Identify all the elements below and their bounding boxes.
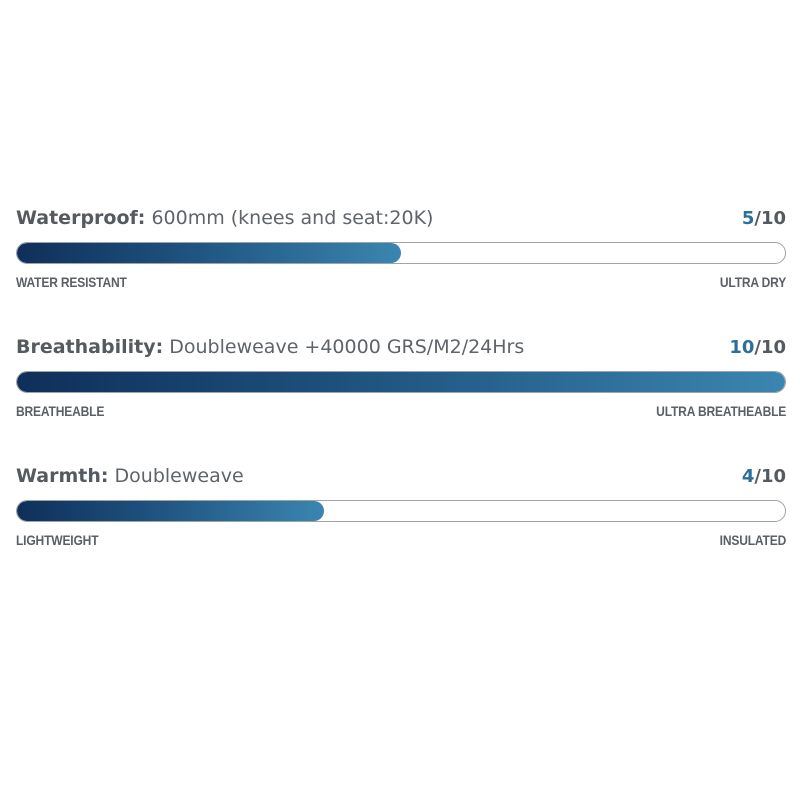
spec-description: Doubleweave +40000 GRS/M2/24Hrs — [169, 336, 525, 358]
rating-bar-fill — [17, 501, 325, 521]
spec-score: 4/10 — [742, 463, 786, 491]
scale-max-label: ULTRA DRY — [719, 274, 787, 290]
spec-header: Breathability: Doubleweave +40000 GRS/M2… — [16, 333, 786, 361]
score-max: /10 — [754, 208, 786, 229]
rating-bar-fill — [17, 243, 401, 263]
spec-title: Breathability: Doubleweave +40000 GRS/M2… — [16, 333, 524, 361]
spec-warmth: Warmth: Doubleweave 4/10 LIGHTWEIGHT INS… — [16, 462, 786, 548]
scale-min-label: LIGHTWEIGHT — [16, 532, 99, 548]
spec-label: Breathability: — [16, 336, 164, 358]
rating-bar-track — [16, 242, 786, 264]
rating-scale: WATER RESISTANT ULTRA DRY — [16, 274, 786, 290]
spec-breathability: Breathability: Doubleweave +40000 GRS/M2… — [16, 333, 786, 419]
spec-description: 600mm (knees and seat:20K) — [151, 207, 434, 229]
scale-min-label: WATER RESISTANT — [16, 274, 127, 290]
spec-label: Warmth: — [16, 465, 109, 487]
score-value: 10 — [729, 337, 755, 358]
scale-min-label: BREATHEABLE — [16, 403, 105, 419]
spec-ratings: Waterproof: 600mm (knees and seat:20K) 5… — [16, 204, 786, 591]
spec-header: Warmth: Doubleweave 4/10 — [16, 462, 786, 490]
spec-title: Warmth: Doubleweave — [16, 462, 244, 490]
spec-header: Waterproof: 600mm (knees and seat:20K) 5… — [16, 204, 786, 232]
rating-scale: LIGHTWEIGHT INSULATED — [16, 532, 786, 548]
score-value: 5 — [741, 208, 755, 229]
rating-bar-fill — [17, 372, 785, 392]
rating-scale: BREATHEABLE ULTRA BREATHEABLE — [16, 403, 786, 419]
spec-score: 10/10 — [729, 334, 786, 362]
spec-score: 5/10 — [742, 205, 786, 233]
rating-bar-track — [16, 500, 786, 522]
scale-max-label: INSULATED — [719, 532, 787, 548]
scale-max-label: ULTRA BREATHEABLE — [656, 403, 787, 419]
score-value: 4 — [741, 466, 755, 487]
spec-description: Doubleweave — [114, 465, 244, 487]
spec-label: Waterproof: — [16, 207, 146, 229]
score-max: /10 — [754, 466, 786, 487]
rating-bar-track — [16, 371, 786, 393]
spec-title: Waterproof: 600mm (knees and seat:20K) — [16, 204, 433, 232]
spec-waterproof: Waterproof: 600mm (knees and seat:20K) 5… — [16, 204, 786, 290]
score-max: /10 — [754, 337, 786, 358]
